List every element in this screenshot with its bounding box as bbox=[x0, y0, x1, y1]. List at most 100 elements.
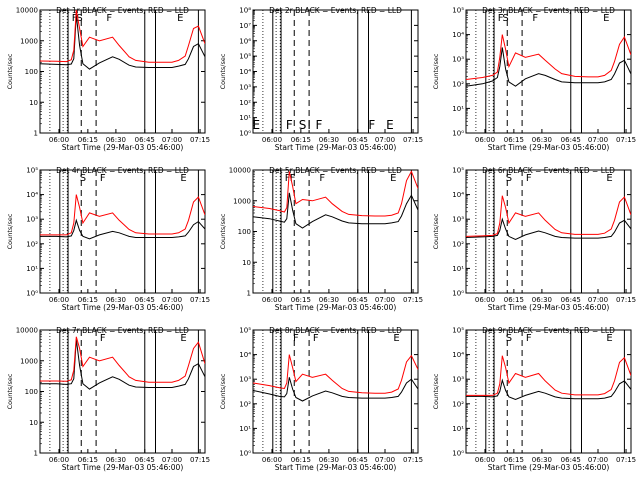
y-tick-label: 10⁶ bbox=[239, 37, 251, 45]
y-tick-label: 10² bbox=[452, 240, 464, 248]
x-axis-label: Start Time (29-Mar-03 05:46:00) bbox=[488, 463, 610, 472]
phase-marker-label: F bbox=[100, 333, 106, 344]
x-tick-label: 07:15 bbox=[616, 136, 636, 144]
y-tick-label: 10³ bbox=[239, 83, 251, 91]
x-axis-label: Start Time (29-Mar-03 05:46:00) bbox=[62, 143, 184, 152]
x-tick-label: 06:15 bbox=[504, 456, 524, 464]
x-tick-label: 06:00 bbox=[49, 296, 69, 304]
x-tick-label: 06:00 bbox=[475, 296, 495, 304]
y-tick-label: 10¹ bbox=[239, 425, 251, 433]
y-tick-label: 10² bbox=[452, 80, 464, 88]
x-tick-label: 06:00 bbox=[262, 296, 282, 304]
plot-frame bbox=[39, 9, 206, 134]
lld-series-line bbox=[466, 195, 631, 237]
x-axis-label: Start Time (29-Mar-03 05:46:00) bbox=[62, 463, 184, 472]
x-tick-label: 06:30 bbox=[106, 456, 126, 464]
phase-marker-label: E bbox=[180, 173, 186, 184]
x-tick-label: 07:00 bbox=[375, 296, 395, 304]
y-tick-label: 10⁰ bbox=[239, 450, 251, 458]
chart-title: Det 2r BLACK = Events, RED = LLD bbox=[269, 6, 402, 15]
x-tick-label: 06:30 bbox=[106, 136, 126, 144]
y-axis-label: Counts/sec bbox=[219, 213, 227, 249]
y-tick-label: 10² bbox=[239, 400, 251, 408]
x-tick-label: 06:15 bbox=[504, 296, 524, 304]
phase-marker-label: S bbox=[506, 333, 512, 344]
y-tick-label: 1 bbox=[34, 450, 38, 458]
x-tick-label: 06:45 bbox=[135, 456, 155, 464]
x-tick-label: 07:15 bbox=[190, 136, 210, 144]
y-tick-label: 10² bbox=[239, 99, 251, 107]
y-tick-label: 10⁸ bbox=[239, 7, 251, 15]
x-tick-label: 06:30 bbox=[106, 296, 126, 304]
chart-title: Det 3r BLACK = Events, RED = LLD bbox=[482, 6, 615, 15]
plot-frame bbox=[465, 169, 632, 294]
y-tick-label: 10⁰ bbox=[239, 130, 251, 138]
chart-title: Det 1r BLACK = Events, RED = LLD bbox=[56, 6, 189, 15]
y-tick-label: 10¹ bbox=[452, 105, 464, 113]
y-axis-label: Counts/sec bbox=[432, 373, 440, 409]
x-axis-label: Start Time (29-Mar-03 05:46:00) bbox=[275, 463, 397, 472]
x-axis-label: Start Time (29-Mar-03 05:46:00) bbox=[275, 303, 397, 312]
phase-marker-label: F bbox=[316, 118, 323, 132]
x-tick-label: 06:00 bbox=[49, 456, 69, 464]
x-tick-label: 07:15 bbox=[616, 456, 636, 464]
lld-series-line bbox=[466, 34, 631, 80]
x-tick-label: 06:00 bbox=[262, 456, 282, 464]
chart-title: Det 5r BLACK = Events, RED = LLD bbox=[269, 166, 402, 175]
x-tick-label: 06:45 bbox=[561, 296, 581, 304]
phase-marker-label: S bbox=[299, 118, 307, 132]
chart-title: Det 7r BLACK = Events, RED = LLD bbox=[56, 326, 189, 335]
x-tick-label: 06:45 bbox=[348, 296, 368, 304]
phase-marker-label: E bbox=[390, 173, 396, 184]
x-axis-label: Start Time (29-Mar-03 05:46:00) bbox=[62, 303, 184, 312]
chart-title: Det 8r BLACK = Events, RED = LLD bbox=[269, 326, 402, 335]
events-series-line bbox=[466, 217, 631, 241]
phase-marker-label: E bbox=[386, 118, 394, 132]
y-tick-label: 1000 bbox=[20, 357, 38, 365]
y-axis-label: Counts/sec bbox=[6, 53, 14, 89]
y-tick-label: 10⁰ bbox=[452, 130, 464, 138]
y-tick-label: 10⁷ bbox=[239, 22, 251, 30]
phase-marker-label: S bbox=[76, 13, 82, 24]
lld-series-line bbox=[466, 355, 631, 396]
y-tick-label: 100 bbox=[25, 388, 38, 396]
x-tick-label: 07:15 bbox=[616, 296, 636, 304]
chart-title: Det 6r BLACK = Events, RED = LLD bbox=[482, 166, 615, 175]
plot-frame bbox=[465, 329, 632, 454]
phase-marker-label: F bbox=[313, 333, 319, 344]
chart-panel-2: 10⁰ 10¹ 10² 10³ 10⁴ 10⁵ 10⁶ 10⁷ 10⁸ 06:00 06:15 06:… bbox=[219, 6, 423, 152]
x-tick-label: 06:45 bbox=[561, 136, 581, 144]
phase-marker-label: F bbox=[319, 173, 325, 184]
x-axis-label: Start Time (29-Mar-03 05:46:00) bbox=[488, 303, 610, 312]
y-tick-label: 1000 bbox=[20, 37, 38, 45]
x-tick-label: 06:30 bbox=[319, 136, 339, 144]
y-tick-label: 10⁵ bbox=[452, 167, 464, 175]
lld-series-line bbox=[253, 170, 418, 217]
y-tick-label: 10 bbox=[29, 99, 38, 107]
x-tick-label: 07:00 bbox=[588, 136, 608, 144]
x-tick-label: 06:00 bbox=[262, 136, 282, 144]
phase-marker-label: F bbox=[526, 333, 532, 344]
chart-panel-4: 10⁰ 10¹ 10² 10³ 10⁴ 10⁵ 06:00 06:15 06:30 06:45 07… bbox=[6, 166, 210, 312]
plot-frame bbox=[39, 169, 206, 294]
phase-marker-label: F bbox=[526, 173, 532, 184]
events-series-line bbox=[40, 339, 205, 390]
y-tick-label: 10⁴ bbox=[452, 31, 464, 39]
phase-marker-label: F bbox=[498, 13, 504, 24]
x-tick-label: 06:30 bbox=[532, 456, 552, 464]
x-tick-label: 06:45 bbox=[348, 136, 368, 144]
y-axis-label: Counts/sec bbox=[6, 373, 14, 409]
y-tick-label: 1 bbox=[247, 290, 251, 298]
x-tick-label: 07:15 bbox=[190, 296, 210, 304]
phase-marker-label: E bbox=[606, 333, 612, 344]
y-tick-label: 10¹ bbox=[452, 265, 464, 273]
y-tick-label: 10⁴ bbox=[452, 191, 464, 199]
x-tick-label: 06:15 bbox=[78, 456, 98, 464]
plot-frame bbox=[252, 169, 419, 294]
y-tick-label: 100 bbox=[238, 228, 251, 236]
y-axis-label: Counts/sec bbox=[6, 213, 14, 249]
x-tick-label: 06:00 bbox=[475, 136, 495, 144]
x-tick-label: 06:15 bbox=[291, 136, 311, 144]
y-axis-label: Counts/sec bbox=[219, 53, 227, 89]
y-tick-label: 10² bbox=[452, 400, 464, 408]
